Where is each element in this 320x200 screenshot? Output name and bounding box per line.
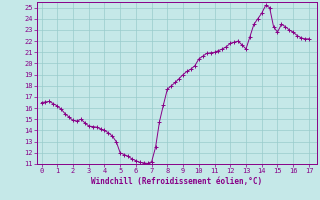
X-axis label: Windchill (Refroidissement éolien,°C): Windchill (Refroidissement éolien,°C): [91, 177, 262, 186]
